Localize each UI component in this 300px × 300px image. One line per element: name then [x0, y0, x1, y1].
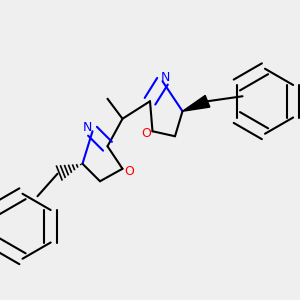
Text: O: O — [141, 127, 151, 140]
Text: N: N — [160, 71, 170, 84]
Text: N: N — [83, 121, 92, 134]
Polygon shape — [182, 95, 210, 111]
Text: O: O — [124, 165, 134, 178]
